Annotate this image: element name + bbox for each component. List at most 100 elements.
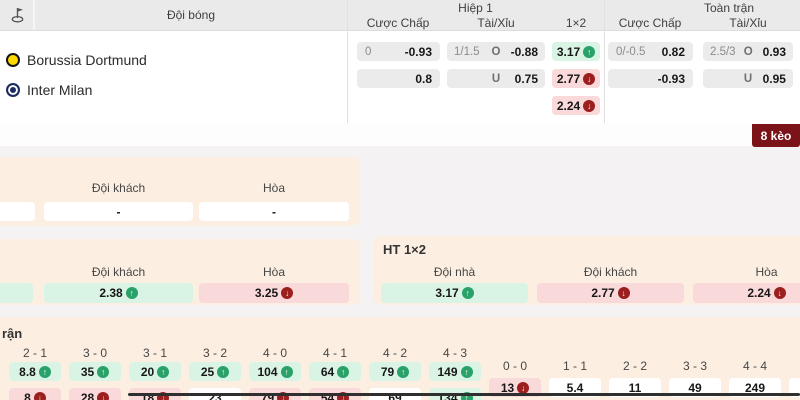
score-header: 4 - 4 [742, 359, 767, 373]
inter-milan-logo [6, 83, 20, 97]
header-away-team: Đội khách [91, 264, 146, 279]
borussia-dortmund-logo [6, 53, 20, 67]
score-odds-cell[interactable]: 35 ↑ [69, 362, 121, 381]
score-odds-cell[interactable]: 11 [609, 378, 661, 397]
score-odds-cell[interactable]: 8 ↓ [9, 388, 61, 400]
odds-cell-draw[interactable]: 2.24 ↓ [693, 283, 800, 303]
table-divider [604, 0, 605, 123]
odds-cell-h1-1x2-draw[interactable]: 2.24 ↓ [552, 96, 600, 115]
trend-up-icon: ↑ [157, 365, 170, 378]
score-odds-cell[interactable]: 149 ↑ [429, 362, 481, 381]
score-odds-cell[interactable]: 249 [729, 378, 781, 397]
score-header: 0 - 0 [502, 359, 527, 373]
trend-down-icon: ↓ [281, 287, 294, 299]
header-home-team: Đội nhà [433, 264, 476, 279]
column-header-h1-over-under: Tài/Xỉu [477, 15, 515, 30]
trend-down-icon: ↓ [517, 381, 530, 394]
score-odds-cell[interactable]: 5.4 [549, 378, 601, 397]
odds-cell-cut[interactable] [0, 283, 33, 303]
trend-up-icon: ↑ [397, 365, 410, 378]
header-draw: Hòa [262, 264, 285, 279]
odds-cell-draw[interactable]: 3.25 ↓ [199, 283, 349, 303]
panel-ft-1x2: Đội khách Hòa 2.38 ↑ 3.25 ↓ [0, 239, 360, 305]
score-header: 3 - 2 [202, 346, 227, 360]
header-draw: Hòa [262, 180, 285, 195]
trend-up-icon: ↑ [38, 365, 51, 378]
trend-up-icon: ↑ [125, 287, 138, 299]
score-header: 4 - 3 [442, 346, 467, 360]
score-odds-cell[interactable]: 49 [669, 378, 721, 397]
trend-up-icon: ↑ [280, 365, 293, 378]
team-row-home: Borussia Dortmund [6, 52, 147, 68]
score-odds-cell-cut[interactable] [789, 378, 800, 397]
section-header-full-time: Toàn trận [703, 1, 755, 15]
score-header: 1 - 1 [562, 359, 587, 373]
panel-title-fragment: rận [2, 326, 23, 341]
score-header: 2 - 1 [22, 346, 47, 360]
header-away-team: Đội khách [91, 180, 146, 195]
odds-cell-away[interactable]: - [44, 202, 193, 221]
team-name-away: Inter Milan [27, 82, 93, 98]
odds-cell-h1-handicap-away[interactable]: 0.8 [357, 69, 440, 88]
column-header-team: Đội bóng [166, 8, 216, 22]
score-header: 3 - 3 [682, 359, 707, 373]
header-away-team: Đội khách [583, 264, 638, 279]
score-odds-cell[interactable]: 8.8 ↑ [9, 362, 61, 381]
odds-cell-ft-handicap-home[interactable]: 0/-0.5 0.82 [608, 42, 693, 61]
odds-cell-h1-handicap-home[interactable]: 0 -0.93 [357, 42, 440, 61]
column-header-h1-handicap: Cược Chấp [366, 15, 430, 30]
section-header-first-half: Hiệp 1 [458, 1, 493, 15]
match-odds-table: Đội bóng Hiệp 1 Toàn trận Cược Chấp Tài/… [0, 0, 800, 124]
odds-cell-home[interactable]: 3.17 ↑ [381, 283, 528, 303]
score-header: 4 - 2 [382, 346, 407, 360]
trend-up-icon: ↑ [97, 365, 110, 378]
panel-1x2-empty: Đội khách Hòa - - [0, 157, 360, 226]
header-divider [33, 0, 35, 30]
horizontal-scrollbar[interactable] [128, 393, 800, 396]
column-header-ft-handicap: Cược Chấp [618, 15, 682, 30]
odds-cell-h1-under[interactable]: U 0.75 [447, 69, 545, 88]
score-header: 4 - 1 [322, 346, 347, 360]
odds-cell-ft-handicap-away[interactable]: -0.93 [608, 69, 693, 88]
column-header-1x2: 1×2 [565, 15, 587, 30]
table-divider [347, 0, 348, 123]
score-header: 3 - 0 [82, 346, 107, 360]
score-header: 3 - 1 [142, 346, 167, 360]
score-odds-cell[interactable]: 25 ↑ [189, 362, 241, 381]
odds-cell-ft-over[interactable]: 2.5/3 O 0.93 [703, 42, 793, 61]
corner-flag-icon [9, 6, 27, 24]
trend-up-icon: ↑ [337, 365, 350, 378]
column-header-ft-over-under: Tài/Xỉu [729, 15, 767, 30]
odds-cell-h1-1x2-home[interactable]: 3.17 ↑ [552, 42, 600, 61]
trend-down-icon: ↓ [773, 287, 786, 299]
trend-down-icon: ↓ [583, 72, 596, 85]
header-draw: Hòa [755, 264, 778, 279]
odds-cell-cut[interactable] [0, 202, 35, 221]
trend-up-icon: ↑ [460, 365, 473, 378]
score-odds-cell[interactable]: 104 ↑ [249, 362, 301, 381]
trend-down-icon: ↓ [97, 391, 110, 400]
trend-up-icon: ↑ [217, 365, 230, 378]
score-odds-cell[interactable]: 64 ↑ [309, 362, 361, 381]
trend-down-icon: ↓ [617, 287, 630, 299]
odds-cell-ft-under[interactable]: U 0.95 [703, 69, 793, 88]
odds-cell-draw[interactable]: - [199, 202, 349, 221]
trend-down-icon: ↓ [583, 99, 596, 112]
score-header: 2 - 2 [622, 359, 647, 373]
odds-cell-h1-1x2-away[interactable]: 2.77 ↓ [552, 69, 600, 88]
odds-cell-away[interactable]: 2.38 ↑ [44, 283, 193, 303]
score-odds-cell[interactable]: 13 ↓ [489, 378, 541, 397]
odds-cell-h1-over[interactable]: 1/1.5 O -0.88 [447, 42, 545, 61]
panel-title: HT 1×2 [383, 242, 426, 257]
odds-table-header [0, 0, 800, 31]
score-odds-cell[interactable]: 79 ↑ [369, 362, 421, 381]
panel-correct-score: rận 2 - 1 3 - 0 3 - 1 3 - 2 4 - 0 4 - 1 … [0, 317, 800, 400]
team-name-home: Borussia Dortmund [27, 52, 147, 68]
score-odds-cell[interactable]: 20 ↑ [129, 362, 181, 381]
trend-down-icon: ↓ [33, 391, 46, 400]
score-odds-cell[interactable]: 28 ↓ [69, 388, 121, 400]
odds-count-badge[interactable]: 8 kèo [752, 124, 800, 147]
trend-up-icon: ↑ [583, 45, 596, 58]
odds-cell-away[interactable]: 2.77 ↓ [537, 283, 684, 303]
